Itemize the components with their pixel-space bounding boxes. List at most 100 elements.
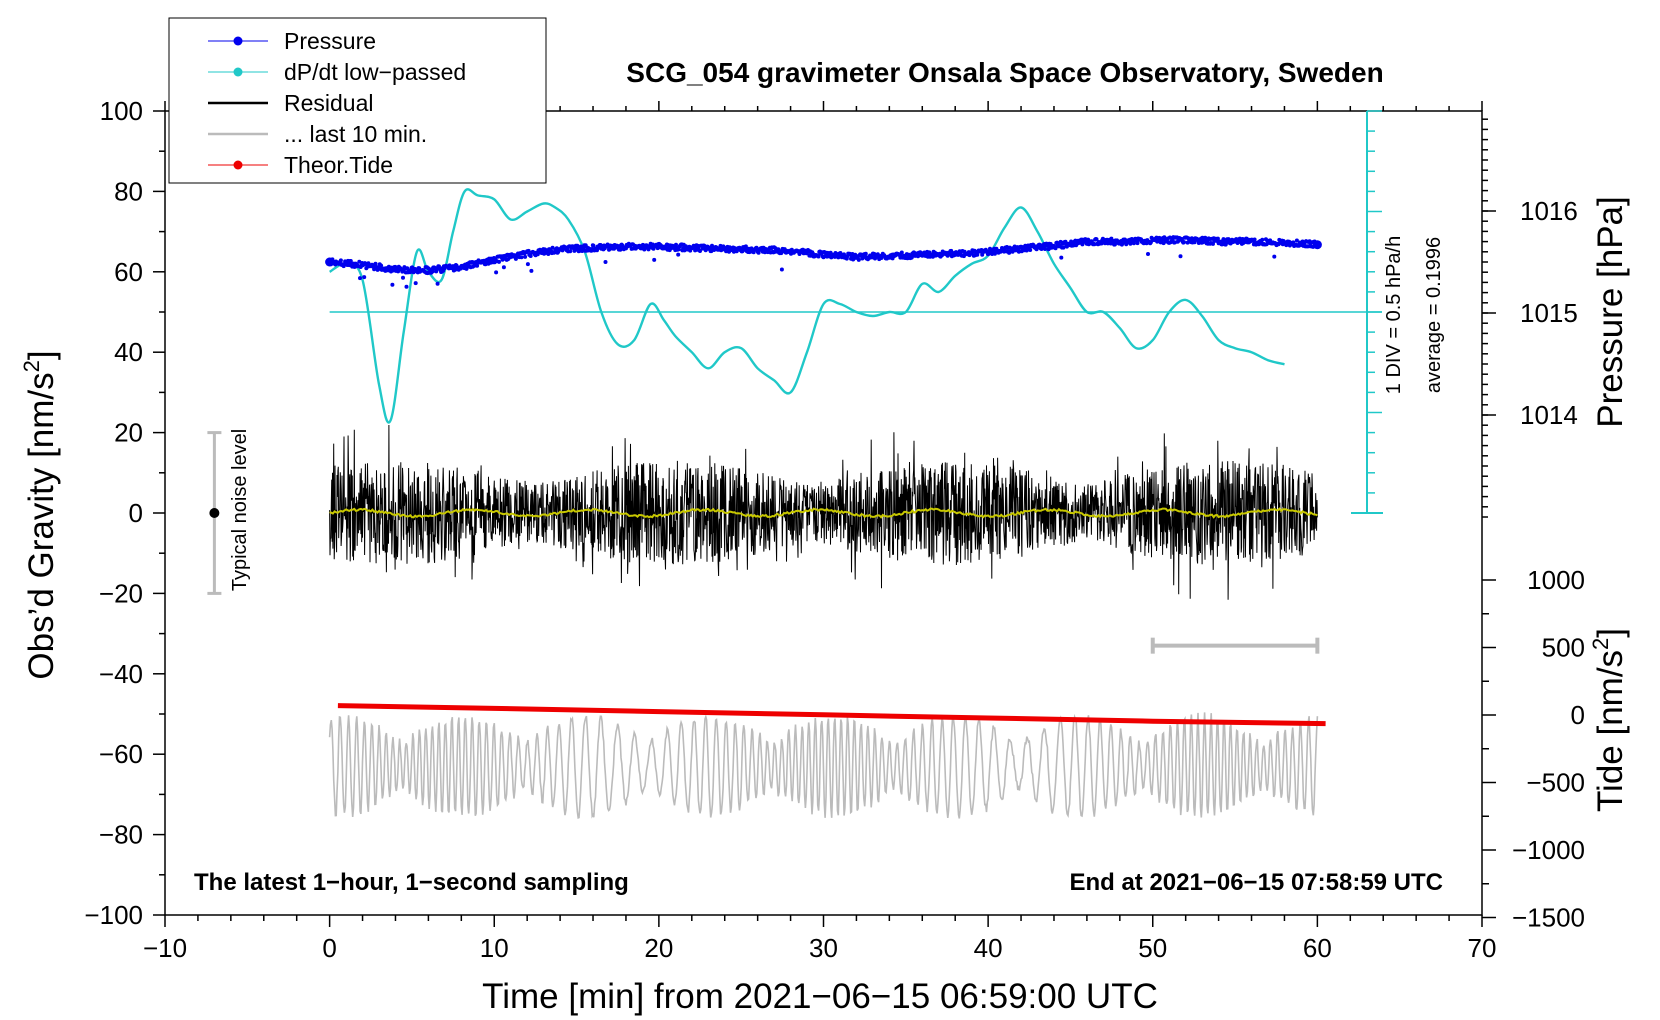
y-tick-label: 100: [100, 96, 143, 126]
series-pressure-dots: [325, 235, 1322, 289]
pressure-dot: [779, 267, 784, 272]
tide-axis-label: Tide [nm/s2]: [1588, 628, 1630, 812]
pressure-dot: [396, 269, 401, 274]
pressure-dot: [1220, 242, 1225, 247]
x-tick-label: 30: [809, 933, 838, 963]
tide-axis-label-main: Tide [nm/s: [1591, 650, 1630, 812]
pressure-dot: [591, 243, 596, 248]
pressure-dot: [652, 257, 657, 262]
pressure-dot: [430, 269, 435, 274]
tide-tick-label: 0: [1571, 700, 1585, 730]
legend-label-3: ... last 10 min.: [284, 121, 427, 147]
series-residual-smoothed-line: [329, 507, 1318, 519]
annotation-end-time: End at 2021−06−15 07:58:59 UTC: [1069, 869, 1443, 896]
pressure-dot: [1061, 245, 1066, 250]
y-tick-label: −60: [99, 739, 143, 769]
x-tick-label: 0: [322, 933, 336, 963]
pressure-dot: [1215, 236, 1220, 241]
pressure-dot: [362, 275, 367, 280]
pressure-dot: [743, 244, 748, 249]
x-tick-label: 10: [480, 933, 509, 963]
pressure-dot: [1099, 241, 1104, 246]
y-tick-label: 80: [114, 176, 143, 206]
y-axis-label-close: ]: [22, 350, 61, 360]
y-axis-label-sup: 2: [19, 360, 44, 372]
y-axis-label-main: Obs’d Gravity [nm/s: [22, 372, 61, 679]
pressure-dot: [501, 265, 506, 270]
x-tick-label: 40: [974, 933, 1003, 963]
pressure-dot: [1146, 252, 1150, 256]
pressure-dot: [1182, 240, 1186, 245]
average-label: average = 0.1996: [1423, 237, 1445, 393]
y-tick-label: −100: [84, 900, 143, 930]
pressure-dot: [899, 250, 904, 255]
pressure-dot: [497, 259, 501, 264]
pressure-endpoint-dot: [1312, 240, 1322, 250]
pressure-dot: [949, 248, 954, 253]
pressure-dot: [390, 282, 395, 287]
tide-tick-label: −500: [1526, 768, 1585, 798]
y-tick-label: 20: [114, 418, 143, 448]
legend-label-1: dP/dt low−passed: [284, 59, 466, 85]
pressure-endpoint-dot: [325, 257, 335, 267]
legend-label-4: Theor.Tide: [284, 152, 393, 178]
pressure-dot: [1272, 254, 1277, 259]
div-scale-label: 1 DIV = 0.5 hPa/h: [1383, 236, 1405, 394]
pressure-axis-label: Pressure [hPa]: [1591, 196, 1630, 428]
tide-axis-label-sup: 2: [1588, 638, 1613, 650]
axis-layer: −10 0 10 20 30 40 50 60 70−100−80−60−40−20020406…: [84, 96, 1585, 963]
x-axis-label: Time [min] from 2021−06−15 06:59:00 UTC: [482, 977, 1158, 1016]
tide-axis-label-close: ]: [1591, 628, 1630, 638]
x-tick-label: 50: [1138, 933, 1167, 963]
series-residual-line: [329, 424, 1318, 600]
pressure-dot: [575, 243, 580, 248]
pressure-dot: [435, 281, 440, 286]
series-theoretical-tide-line: [337, 703, 1326, 727]
pressure-tick-label: 1014: [1520, 400, 1578, 430]
series-dpdt-line: [328, 188, 1285, 424]
pressure-dot: [1178, 254, 1183, 259]
series-layer: [325, 188, 1382, 820]
noise-level-center-dot: [209, 508, 220, 518]
pressure-dot: [568, 249, 573, 254]
pressure-dot: [494, 270, 499, 275]
noise-level-label: Typical noise level: [229, 429, 251, 591]
pressure-dot: [1053, 246, 1058, 251]
x-tick-label: 20: [644, 933, 673, 963]
pressure-dot: [513, 256, 518, 261]
y-tick-label: 40: [114, 337, 143, 367]
pressure-dot: [698, 249, 702, 253]
pressure-dot: [856, 257, 861, 262]
pressure-dot: [1131, 241, 1136, 246]
pressure-dot: [373, 261, 378, 266]
chart-title: SCG_054 gravimeter Onsala Space Observat…: [626, 57, 1383, 88]
pressure-dot: [975, 252, 980, 257]
pressure-dot: [1028, 248, 1033, 252]
pressure-dot: [1167, 235, 1172, 240]
tide-tick-label: 500: [1542, 633, 1585, 663]
pressure-dot: [528, 254, 533, 258]
x-tick-label: −10: [143, 933, 187, 963]
tide-tick-label: −1500: [1512, 903, 1585, 933]
x-tick-label: 60: [1303, 933, 1332, 963]
pressure-dot: [1094, 237, 1099, 242]
legend-marker-1: [233, 67, 243, 77]
pressure-dot: [526, 248, 531, 253]
series-last-10-min-line: [328, 712, 1319, 820]
y-tick-label: −80: [99, 820, 143, 850]
pressure-dot: [1059, 255, 1064, 260]
legend-marker-4: [233, 160, 243, 170]
pressure-dot: [529, 268, 534, 273]
pressure-dot: [1135, 241, 1140, 246]
pressure-dot: [519, 255, 524, 260]
pressure-dot: [379, 263, 384, 268]
legend-box: [168, 17, 547, 184]
pressure-dot: [1260, 237, 1265, 242]
pressure-dot: [816, 254, 821, 259]
x-tick-label: 70: [1468, 933, 1497, 963]
pressure-tick-label: 1016: [1520, 196, 1578, 226]
pressure-tick-label: 1015: [1520, 298, 1578, 328]
pressure-dot: [546, 252, 551, 256]
y-tick-label: −20: [99, 578, 143, 608]
pressure-dot: [404, 284, 409, 289]
